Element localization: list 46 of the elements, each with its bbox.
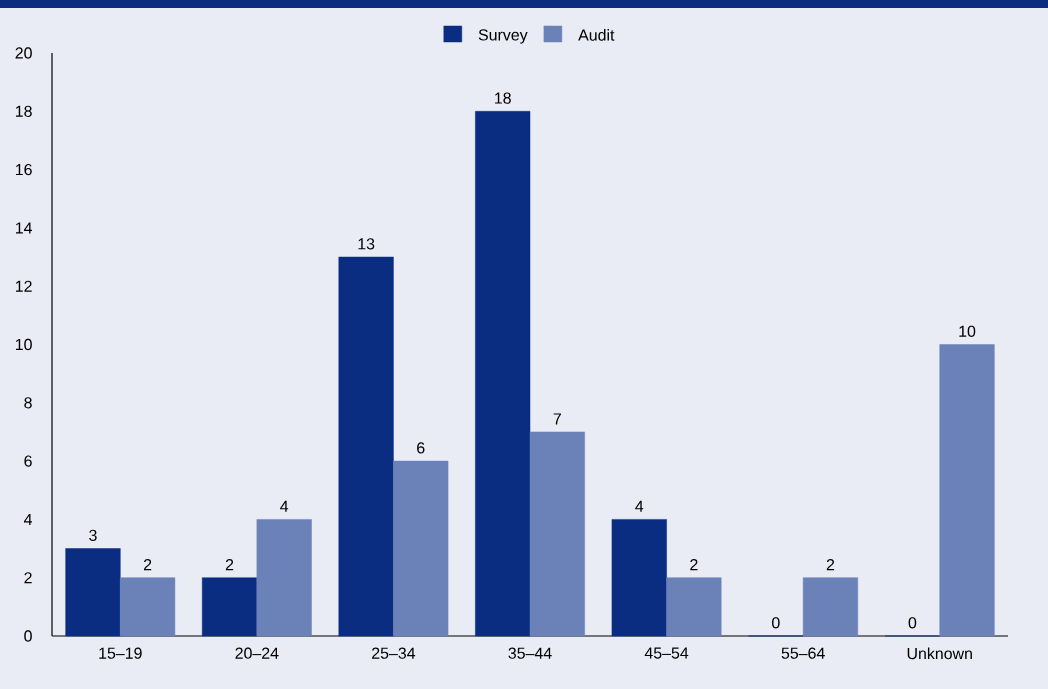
y-tick-label: 8 (24, 397, 32, 409)
y-tick-label: 16 (15, 163, 32, 176)
bar (475, 111, 531, 637)
data-label: 13 (358, 238, 375, 250)
bar (529, 431, 585, 637)
y-tick-label: 20 (15, 47, 32, 59)
data-label: 0 (908, 617, 917, 629)
x-tick-label: 15–19 (99, 647, 142, 659)
x-tick-label: 45–54 (644, 647, 689, 659)
y-tick-label: 0 (24, 630, 32, 642)
bar (201, 577, 258, 637)
y-tick-label: 14 (15, 222, 33, 234)
x-tick-label: 55–64 (781, 647, 825, 659)
data-label: 4 (280, 500, 289, 512)
bar (939, 344, 995, 637)
data-label: 0 (772, 617, 780, 629)
data-label: 6 (417, 442, 425, 454)
y-tick-label: 18 (15, 105, 32, 117)
data-label: 10 (959, 325, 976, 337)
bar (338, 256, 394, 637)
data-label: 2 (225, 559, 234, 571)
bar (802, 577, 859, 637)
data-label: 2 (143, 559, 152, 571)
y-tick-label: 12 (15, 280, 32, 292)
legend-label: Survey (478, 29, 528, 44)
legend-label: Audit (578, 29, 615, 41)
x-tick-label: 25–34 (372, 647, 416, 659)
data-label: 2 (826, 559, 835, 571)
x-tick-label: 35–44 (508, 647, 552, 659)
bar (65, 548, 121, 637)
bar (393, 460, 449, 637)
y-tick-label: 2 (24, 572, 32, 584)
data-label: 2 (690, 559, 698, 571)
bar (256, 519, 312, 637)
data-label: 7 (553, 413, 561, 425)
data-label: 3 (89, 529, 97, 541)
data-label: 4 (635, 500, 644, 512)
y-tick-label: 10 (15, 338, 32, 351)
bar (120, 577, 176, 637)
bar (611, 519, 667, 637)
y-tick-label: 4 (23, 513, 33, 525)
bar (666, 577, 722, 637)
x-tick-label: 20–24 (235, 647, 279, 659)
y-tick-label: 6 (24, 455, 32, 467)
x-tick-label: Unknown (907, 647, 972, 660)
data-label: 18 (495, 92, 511, 104)
